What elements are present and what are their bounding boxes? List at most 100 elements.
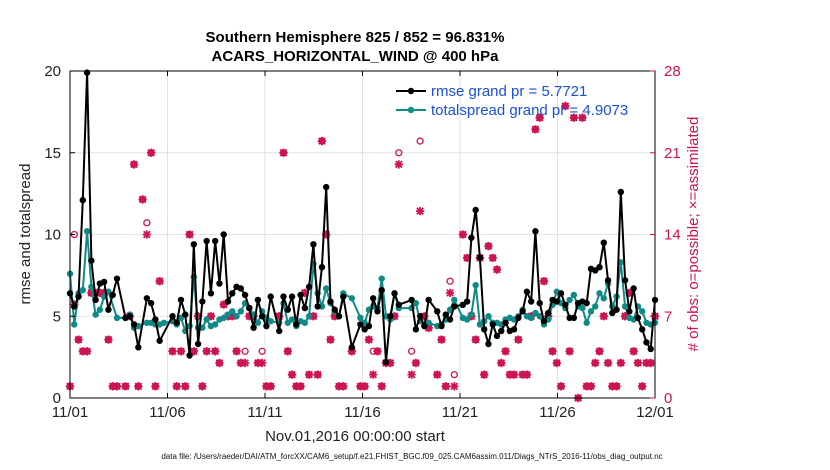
totalspread-point bbox=[323, 285, 330, 292]
rmse-point bbox=[335, 313, 343, 320]
rmse-point bbox=[75, 293, 82, 300]
y-left-tick-label: 5 bbox=[53, 308, 61, 325]
obs-assimilated-point bbox=[82, 347, 92, 356]
rmse-point bbox=[92, 296, 99, 304]
obs-assimilated-point bbox=[292, 382, 301, 391]
obs-assimilated-point bbox=[462, 253, 472, 263]
obs-assimilated-point bbox=[608, 382, 617, 391]
rmse-point bbox=[88, 257, 95, 264]
obs-assimilated-point bbox=[386, 358, 395, 368]
rmse-point bbox=[318, 264, 326, 271]
obs-assimilated-point bbox=[415, 206, 425, 216]
rmse-point bbox=[182, 311, 189, 318]
obs-possible-point bbox=[258, 347, 266, 355]
rmse-point bbox=[263, 322, 270, 330]
totalspread-point bbox=[638, 308, 646, 315]
obs-assimilated-point bbox=[228, 312, 237, 321]
obs-assimilated-point bbox=[364, 335, 374, 344]
rmse-point bbox=[536, 299, 543, 307]
obs-assimilated-point bbox=[407, 370, 416, 379]
totalspread-point bbox=[229, 308, 236, 315]
y-right-tick-label: 7 bbox=[664, 308, 672, 325]
rmse-point bbox=[613, 306, 620, 313]
totalspread-point bbox=[113, 314, 121, 322]
obs-assimilated-point bbox=[304, 370, 314, 379]
rmse-point bbox=[323, 183, 330, 191]
obs-assimilated-point bbox=[129, 160, 139, 169]
rmse-point bbox=[510, 326, 518, 333]
rmse-point bbox=[468, 234, 475, 241]
rmse-point bbox=[387, 313, 394, 320]
x-tick-label: 12/01 bbox=[636, 404, 674, 421]
totalspread-point bbox=[348, 295, 356, 302]
rmse-point bbox=[194, 340, 202, 348]
obs-assimilated-point bbox=[112, 382, 122, 391]
rmse-point bbox=[229, 290, 236, 297]
rmse-point bbox=[617, 188, 625, 196]
obs-assimilated-point bbox=[420, 312, 429, 321]
obs-possible-point bbox=[416, 137, 424, 145]
obs-assimilated-point bbox=[317, 136, 327, 146]
obs-assimilated-point bbox=[595, 347, 604, 356]
rmse-point bbox=[570, 314, 578, 322]
totalspread-point bbox=[378, 275, 385, 282]
y-right-tick-label: 14 bbox=[664, 227, 681, 244]
rmse-point bbox=[369, 295, 377, 302]
obs-assimilated-point bbox=[121, 382, 130, 391]
rmse-point bbox=[314, 303, 321, 310]
obs-assimilated-point bbox=[240, 358, 250, 368]
rmse-point bbox=[626, 308, 633, 315]
obs-assimilated-point bbox=[313, 370, 322, 379]
y-right-tick-label: 28 bbox=[664, 63, 681, 80]
rmse-point bbox=[382, 358, 390, 366]
y-left-tick-label: 0 bbox=[53, 390, 61, 407]
totalspread-point bbox=[566, 296, 573, 304]
obs-assimilated-point bbox=[625, 288, 634, 298]
obs-assimilated-point bbox=[411, 358, 421, 368]
legend-spread-marker-icon bbox=[407, 106, 415, 114]
data-file-footnote: data file: /Users/raeder/DAI/ATM_forcXX/… bbox=[161, 452, 662, 461]
rmse-point bbox=[177, 296, 185, 304]
obs-assimilated-point bbox=[445, 288, 455, 298]
rmse-point bbox=[391, 290, 398, 297]
rmse-point bbox=[305, 283, 313, 291]
rmse-point bbox=[220, 231, 227, 238]
y-left-tick-label: 10 bbox=[44, 227, 61, 244]
obs-assimilated-point bbox=[296, 382, 305, 391]
obs-assimilated-point bbox=[638, 382, 647, 391]
obs-assimilated-point bbox=[155, 277, 164, 286]
obs-assimilated-point bbox=[151, 382, 160, 391]
rmse-point bbox=[493, 332, 501, 340]
obs-assimilated-point bbox=[561, 101, 570, 111]
obs-assimilated-point bbox=[390, 312, 399, 321]
obs-assimilated-point bbox=[142, 230, 152, 239]
totalspread-point bbox=[237, 308, 245, 315]
obs-assimilated-point bbox=[104, 335, 113, 344]
obs-possible-point bbox=[143, 219, 151, 227]
totalspread-point bbox=[83, 228, 91, 235]
obs-assimilated-point bbox=[582, 382, 591, 391]
obs-assimilated-point bbox=[236, 358, 245, 368]
x-tick-label: 11/11 bbox=[247, 404, 282, 421]
rmse-point bbox=[327, 298, 334, 305]
rmse-point bbox=[446, 316, 454, 323]
tick-layer: 11/01 11/06 11/11 11/16 11/21 11/26 12/010 05 71… bbox=[44, 63, 680, 421]
totalspread-point bbox=[92, 311, 99, 318]
rmse-point bbox=[634, 314, 642, 322]
rmse-point bbox=[463, 298, 471, 305]
rmse-point bbox=[647, 345, 654, 353]
totalspread-point bbox=[570, 291, 578, 299]
obs-assimilated-point bbox=[586, 382, 596, 391]
rmse-point bbox=[557, 290, 565, 297]
rmse-point bbox=[156, 337, 163, 344]
obs-assimilated-point bbox=[497, 358, 506, 368]
rmse-point bbox=[527, 298, 535, 305]
x-tick-label: 11/16 bbox=[344, 404, 380, 421]
obs-assimilated-point bbox=[138, 195, 147, 204]
rmse-point bbox=[489, 321, 496, 328]
obs-assimilated-point bbox=[629, 347, 638, 356]
obs-assimilated-point bbox=[95, 288, 105, 298]
rmse-point bbox=[348, 344, 356, 351]
obs-assimilated-point bbox=[322, 230, 331, 239]
obs-assimilated-point bbox=[189, 347, 198, 356]
